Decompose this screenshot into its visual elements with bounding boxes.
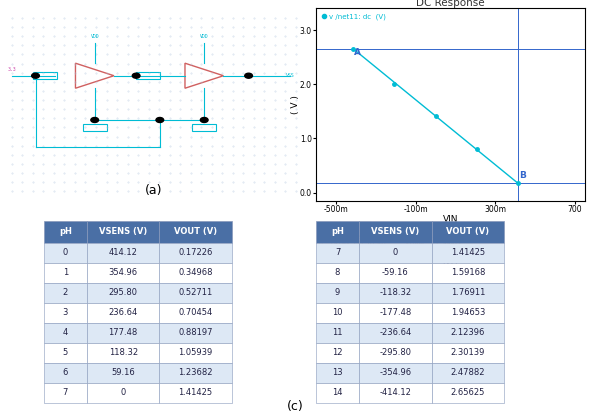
Bar [160, 243, 232, 263]
Bar [44, 303, 87, 323]
Bar [87, 221, 160, 243]
Text: -236.64: -236.64 [379, 328, 411, 337]
Bar [359, 283, 431, 303]
Text: 354.96: 354.96 [109, 268, 138, 277]
Bar [316, 343, 359, 363]
Text: 118.32: 118.32 [109, 348, 138, 357]
Text: 0: 0 [63, 248, 68, 257]
Text: 12: 12 [332, 348, 343, 357]
Text: A: (-414m 2.65589)     delta: (828m -2.48327)
B: (414m 172.615m)     slope: -2.9: A: (-414m 2.65589) delta: (828m -2.48327… [319, 236, 488, 246]
Bar [359, 243, 431, 263]
Bar [316, 243, 359, 263]
Text: 0: 0 [121, 388, 126, 397]
Text: B: B [519, 171, 526, 180]
Text: 1: 1 [63, 268, 68, 277]
Bar [160, 221, 232, 243]
Text: 1.59168: 1.59168 [450, 268, 485, 277]
Circle shape [32, 73, 40, 78]
Bar [87, 363, 160, 383]
Bar [160, 303, 232, 323]
Text: VOUT (V): VOUT (V) [446, 227, 489, 236]
Text: 2.30139: 2.30139 [450, 348, 485, 357]
Text: 2.47882: 2.47882 [450, 368, 485, 377]
Text: 1.94653: 1.94653 [450, 308, 485, 317]
Text: 2.65625: 2.65625 [450, 388, 485, 397]
Bar [359, 343, 431, 363]
Text: pH: pH [331, 227, 344, 236]
Bar [44, 323, 87, 343]
Bar [87, 283, 160, 303]
Bar [87, 323, 160, 343]
Bar [44, 343, 87, 363]
Bar [431, 283, 504, 303]
Text: 8: 8 [335, 268, 340, 277]
Bar [160, 363, 232, 383]
Bar [87, 243, 160, 263]
Text: 9: 9 [335, 288, 340, 297]
Text: VDD: VDD [200, 34, 209, 39]
Text: (b): (b) [441, 255, 459, 268]
Text: A: A [354, 48, 361, 57]
Bar [87, 303, 160, 323]
Bar [193, 124, 216, 131]
Text: 3.3: 3.3 [8, 68, 16, 73]
Text: -354.96: -354.96 [379, 368, 411, 377]
Text: 414.12: 414.12 [109, 248, 138, 257]
Text: 3: 3 [63, 308, 68, 317]
Bar [316, 221, 359, 243]
Text: 295.80: 295.80 [109, 288, 138, 297]
Circle shape [156, 118, 164, 123]
Text: 0: 0 [393, 248, 398, 257]
Bar [33, 72, 57, 79]
Text: (a): (a) [145, 184, 163, 197]
Circle shape [91, 118, 99, 123]
Bar [359, 263, 431, 283]
Text: -414.12: -414.12 [379, 388, 411, 397]
Bar [136, 72, 160, 79]
Text: VDD: VDD [90, 34, 99, 39]
Bar [431, 221, 504, 243]
Text: 14: 14 [332, 388, 343, 397]
Text: 177.48: 177.48 [109, 328, 138, 337]
Text: 2: 2 [63, 288, 68, 297]
Bar [359, 323, 431, 343]
Text: VOUT (V): VOUT (V) [174, 227, 217, 236]
Bar [431, 363, 504, 383]
Text: 10: 10 [332, 308, 343, 317]
Bar [431, 383, 504, 403]
Text: 1.76911: 1.76911 [450, 288, 485, 297]
Bar [87, 263, 160, 283]
Text: 5: 5 [63, 348, 68, 357]
Bar [44, 383, 87, 403]
Bar [160, 263, 232, 283]
X-axis label: VIN: VIN [443, 216, 458, 224]
Bar [316, 283, 359, 303]
Text: 4: 4 [63, 328, 68, 337]
Bar [44, 221, 87, 243]
Text: 13: 13 [332, 368, 343, 377]
Text: VSENS (V): VSENS (V) [99, 227, 147, 236]
Bar [316, 363, 359, 383]
Bar [431, 303, 504, 323]
Text: 1.05939: 1.05939 [178, 348, 213, 357]
Bar [44, 243, 87, 263]
Text: 7: 7 [335, 248, 340, 257]
Bar [160, 283, 232, 303]
Bar [316, 303, 359, 323]
Text: 1.41425: 1.41425 [178, 388, 213, 397]
Bar [44, 363, 87, 383]
Bar [316, 323, 359, 343]
Text: 11: 11 [332, 328, 343, 337]
Y-axis label: ( V ): ( V ) [291, 95, 300, 114]
Bar [87, 383, 160, 403]
Bar [87, 343, 160, 363]
Text: -118.32: -118.32 [379, 288, 411, 297]
Bar [44, 263, 87, 283]
Text: 0.70454: 0.70454 [178, 308, 213, 317]
Text: 0.52711: 0.52711 [178, 288, 213, 297]
Circle shape [132, 73, 140, 78]
Bar [83, 124, 106, 131]
Text: (c): (c) [287, 400, 304, 413]
Text: -295.80: -295.80 [379, 348, 411, 357]
Bar [359, 221, 431, 243]
